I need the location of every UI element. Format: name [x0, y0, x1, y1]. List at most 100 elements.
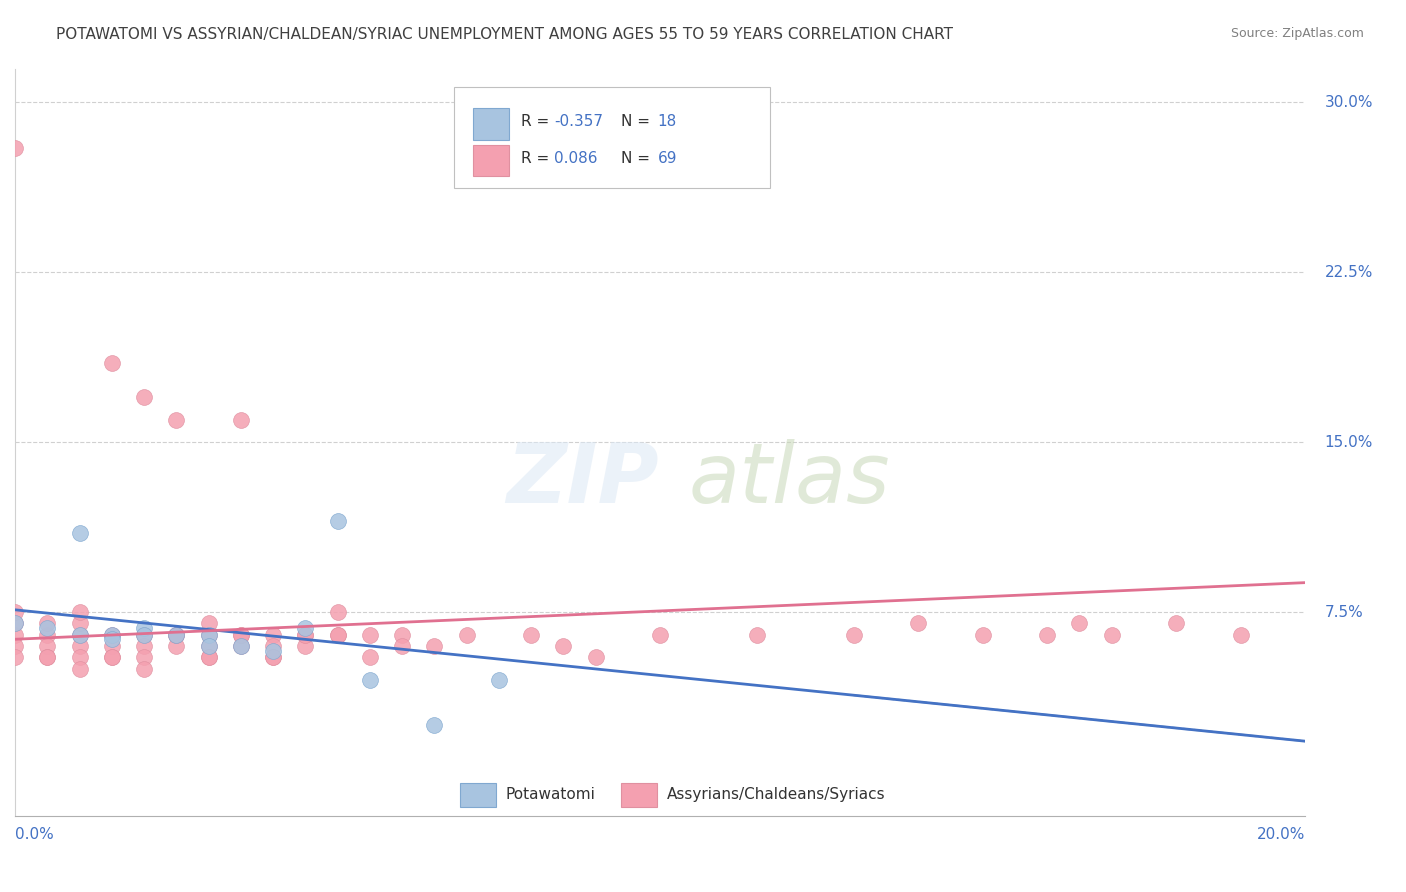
Point: [37, 621, 59, 635]
Point: [69, 639, 91, 653]
Point: [1229, 628, 1251, 642]
Point: [326, 605, 349, 619]
Text: 22.5%: 22.5%: [1324, 265, 1372, 280]
Text: Potawatomi: Potawatomi: [505, 788, 595, 803]
Point: [69, 525, 91, 540]
FancyBboxPatch shape: [472, 108, 509, 139]
Text: atlas: atlas: [688, 439, 890, 520]
Point: [165, 412, 187, 426]
Point: [197, 650, 219, 665]
Text: 15.0%: 15.0%: [1324, 434, 1372, 450]
Point: [423, 639, 446, 653]
Point: [197, 650, 219, 665]
Text: POTAWATOMI VS ASSYRIAN/CHALDEAN/SYRIAC UNEMPLOYMENT AMONG AGES 55 TO 59 YEARS CO: POTAWATOMI VS ASSYRIAN/CHALDEAN/SYRIAC U…: [56, 27, 953, 42]
Text: 0.086: 0.086: [554, 152, 598, 167]
Point: [4, 141, 27, 155]
Point: [294, 639, 316, 653]
Point: [100, 356, 122, 370]
Point: [229, 639, 252, 653]
Point: [262, 639, 284, 653]
Point: [294, 628, 316, 642]
Point: [229, 628, 252, 642]
Point: [69, 628, 91, 642]
Point: [391, 628, 413, 642]
Text: 7.5%: 7.5%: [1324, 605, 1364, 620]
Point: [1036, 628, 1059, 642]
FancyBboxPatch shape: [621, 783, 658, 807]
Point: [165, 628, 187, 642]
Point: [132, 662, 155, 676]
Point: [100, 628, 122, 642]
Point: [262, 628, 284, 642]
Point: [229, 412, 252, 426]
Point: [100, 632, 122, 647]
Point: [229, 628, 252, 642]
Point: [69, 628, 91, 642]
Point: [69, 616, 91, 631]
FancyBboxPatch shape: [472, 145, 509, 176]
Point: [456, 628, 478, 642]
Point: [391, 639, 413, 653]
Point: [197, 639, 219, 653]
Text: N =: N =: [621, 114, 655, 129]
Text: 18: 18: [658, 114, 676, 129]
Point: [165, 628, 187, 642]
Point: [4, 628, 27, 642]
Point: [132, 390, 155, 404]
Point: [165, 628, 187, 642]
Point: [229, 639, 252, 653]
Point: [359, 650, 381, 665]
Text: ZIP: ZIP: [506, 439, 659, 520]
Text: R =: R =: [520, 114, 554, 129]
Point: [294, 628, 316, 642]
Point: [326, 628, 349, 642]
Point: [37, 650, 59, 665]
Point: [359, 673, 381, 687]
Point: [585, 650, 607, 665]
Text: 69: 69: [658, 152, 676, 167]
Point: [197, 616, 219, 631]
Point: [326, 515, 349, 529]
Point: [69, 662, 91, 676]
Point: [197, 628, 219, 642]
Point: [100, 650, 122, 665]
Point: [262, 643, 284, 657]
Point: [520, 628, 543, 642]
Point: [132, 628, 155, 642]
Text: -0.357: -0.357: [554, 114, 603, 129]
Point: [132, 650, 155, 665]
Point: [165, 639, 187, 653]
Point: [4, 616, 27, 631]
Point: [132, 621, 155, 635]
Point: [132, 639, 155, 653]
Point: [907, 616, 929, 631]
Point: [69, 605, 91, 619]
Point: [262, 650, 284, 665]
Text: Source: ZipAtlas.com: Source: ZipAtlas.com: [1230, 27, 1364, 40]
Point: [4, 605, 27, 619]
Point: [842, 628, 865, 642]
Point: [262, 650, 284, 665]
Text: Assyrians/Chaldeans/Syriacs: Assyrians/Chaldeans/Syriacs: [666, 788, 886, 803]
Point: [100, 628, 122, 642]
Point: [745, 628, 768, 642]
Point: [648, 628, 671, 642]
Point: [294, 621, 316, 635]
Point: [326, 628, 349, 642]
Point: [488, 673, 510, 687]
Point: [37, 628, 59, 642]
Point: [4, 616, 27, 631]
Point: [1164, 616, 1187, 631]
Text: R =: R =: [520, 152, 554, 167]
Point: [1069, 616, 1091, 631]
Point: [100, 650, 122, 665]
Text: 30.0%: 30.0%: [1324, 95, 1372, 110]
Point: [197, 628, 219, 642]
Point: [69, 650, 91, 665]
Point: [1101, 628, 1123, 642]
Point: [37, 650, 59, 665]
Point: [553, 639, 575, 653]
Point: [423, 718, 446, 732]
Point: [100, 639, 122, 653]
FancyBboxPatch shape: [454, 87, 769, 188]
